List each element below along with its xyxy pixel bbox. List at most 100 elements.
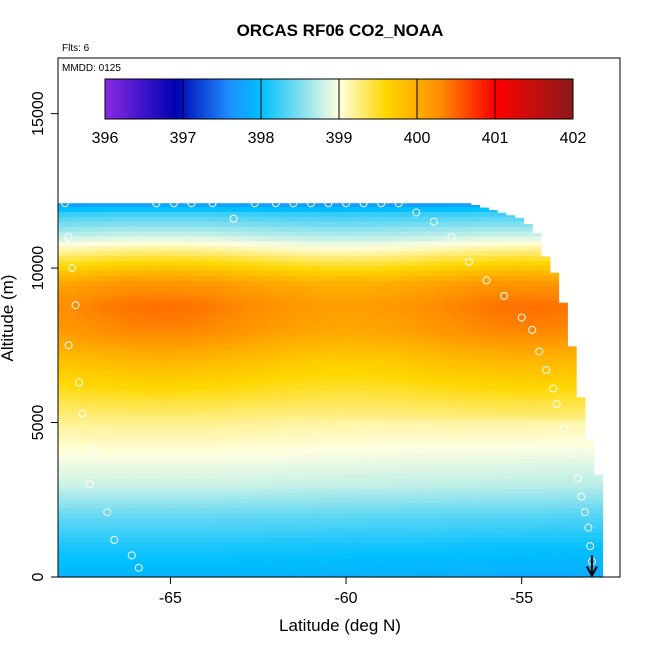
heatmap-cell bbox=[435, 290, 445, 296]
heatmap-cell bbox=[145, 463, 156, 469]
heatmap-cell bbox=[339, 483, 349, 489]
heatmap-cell bbox=[251, 507, 261, 514]
colorbar-ticks: 396 397 398 399 400 401 402 bbox=[92, 79, 586, 147]
heatmap-cell bbox=[567, 346, 577, 351]
heatmap-cell bbox=[198, 448, 208, 455]
heatmap-cell bbox=[119, 547, 129, 553]
heatmap-cell bbox=[523, 265, 533, 272]
heatmap-cell bbox=[93, 221, 103, 227]
heatmap-cell bbox=[330, 428, 340, 435]
heatmap-cell bbox=[119, 349, 129, 356]
heatmap-cell bbox=[207, 344, 217, 351]
heatmap-cell bbox=[259, 221, 270, 227]
heatmap-cell bbox=[532, 468, 542, 474]
heatmap-cell bbox=[75, 211, 85, 217]
heatmap-cell bbox=[497, 488, 507, 494]
heatmap-cell bbox=[339, 245, 349, 252]
heatmap-cell bbox=[163, 394, 173, 400]
heatmap-cell bbox=[128, 329, 138, 336]
heatmap-cell bbox=[339, 280, 349, 286]
heatmap-cell bbox=[356, 339, 366, 346]
heatmap-cell bbox=[251, 310, 261, 316]
heatmap-cell bbox=[251, 448, 261, 455]
heatmap-cell bbox=[75, 359, 85, 366]
heatmap-cell bbox=[426, 488, 437, 494]
heatmap-cell bbox=[330, 374, 340, 380]
heatmap-cell bbox=[233, 438, 244, 445]
heatmap-cell bbox=[347, 468, 358, 474]
heatmap-cell bbox=[119, 389, 129, 395]
heatmap-cell bbox=[66, 428, 77, 435]
heatmap-cell bbox=[66, 552, 77, 558]
heatmap-cell bbox=[154, 428, 164, 435]
heatmap-cell bbox=[505, 572, 516, 578]
heatmap-cell bbox=[66, 319, 77, 326]
heatmap-cell bbox=[330, 235, 340, 242]
heatmap-cell bbox=[453, 374, 463, 380]
heatmap-cell bbox=[198, 334, 208, 341]
heatmap-cell bbox=[382, 364, 393, 370]
heatmap-cell bbox=[584, 478, 595, 484]
heatmap-cell bbox=[593, 512, 604, 519]
heatmap-cell bbox=[303, 260, 314, 267]
heatmap-cell bbox=[58, 497, 68, 504]
heatmap-cell bbox=[277, 532, 287, 539]
heatmap-cell bbox=[277, 216, 287, 222]
heatmap-cell bbox=[295, 418, 305, 425]
heatmap-cell bbox=[198, 379, 208, 385]
heatmap-cell bbox=[505, 537, 516, 543]
heatmap-cell bbox=[75, 478, 85, 484]
heatmap-cell bbox=[84, 295, 94, 301]
heatmap-cell bbox=[549, 542, 560, 548]
heatmap-cell bbox=[374, 404, 384, 410]
heatmap-cell bbox=[461, 507, 472, 514]
heatmap-cell bbox=[251, 404, 261, 410]
heatmap-cell bbox=[400, 280, 410, 286]
heatmap-cell bbox=[409, 349, 419, 356]
heatmap-cell bbox=[400, 394, 410, 400]
heatmap-cell bbox=[321, 537, 331, 543]
heatmap-cell bbox=[382, 280, 393, 286]
heatmap-cell bbox=[505, 567, 516, 573]
heatmap-cell bbox=[180, 364, 191, 370]
heatmap-cell bbox=[233, 250, 244, 257]
heatmap-cell bbox=[251, 250, 261, 257]
heatmap-cell bbox=[435, 344, 445, 351]
heatmap-cell bbox=[426, 463, 437, 469]
heatmap-cell bbox=[356, 255, 366, 262]
heatmap-cell bbox=[312, 349, 323, 356]
heatmap-cell bbox=[356, 492, 366, 499]
heatmap-cell bbox=[391, 532, 402, 539]
heatmap-cell bbox=[409, 443, 419, 450]
heatmap-cell bbox=[382, 369, 393, 375]
heatmap-cell bbox=[242, 334, 252, 341]
heatmap-cell bbox=[409, 339, 419, 346]
heatmap-cell bbox=[207, 433, 217, 440]
heatmap-cell bbox=[137, 423, 147, 430]
heatmap-cell bbox=[198, 265, 208, 272]
heatmap-cell bbox=[339, 260, 349, 267]
heatmap-cell bbox=[312, 517, 323, 524]
heatmap-cell bbox=[268, 483, 279, 489]
heatmap-cell bbox=[339, 572, 349, 578]
heatmap-cell bbox=[137, 206, 147, 212]
heatmap-cell bbox=[400, 245, 410, 252]
heatmap-cell bbox=[75, 443, 85, 450]
heatmap-cell bbox=[444, 463, 454, 469]
heatmap-cell bbox=[172, 255, 182, 262]
heatmap-cell bbox=[365, 453, 375, 459]
heatmap-cell bbox=[400, 344, 410, 351]
heatmap-cell bbox=[303, 206, 314, 212]
heatmap-cell bbox=[426, 334, 437, 341]
heatmap-cell bbox=[224, 433, 235, 440]
heatmap-cell bbox=[286, 557, 296, 563]
heatmap-cell bbox=[101, 203, 112, 207]
heatmap-cell bbox=[470, 547, 481, 553]
heatmap-cell bbox=[277, 537, 287, 543]
heatmap-cell bbox=[145, 211, 156, 217]
heatmap-cell bbox=[286, 453, 296, 459]
heatmap-cell bbox=[514, 379, 525, 385]
heatmap-cell bbox=[461, 216, 472, 222]
heatmap-cell bbox=[497, 404, 507, 410]
heatmap-cell bbox=[523, 542, 533, 548]
